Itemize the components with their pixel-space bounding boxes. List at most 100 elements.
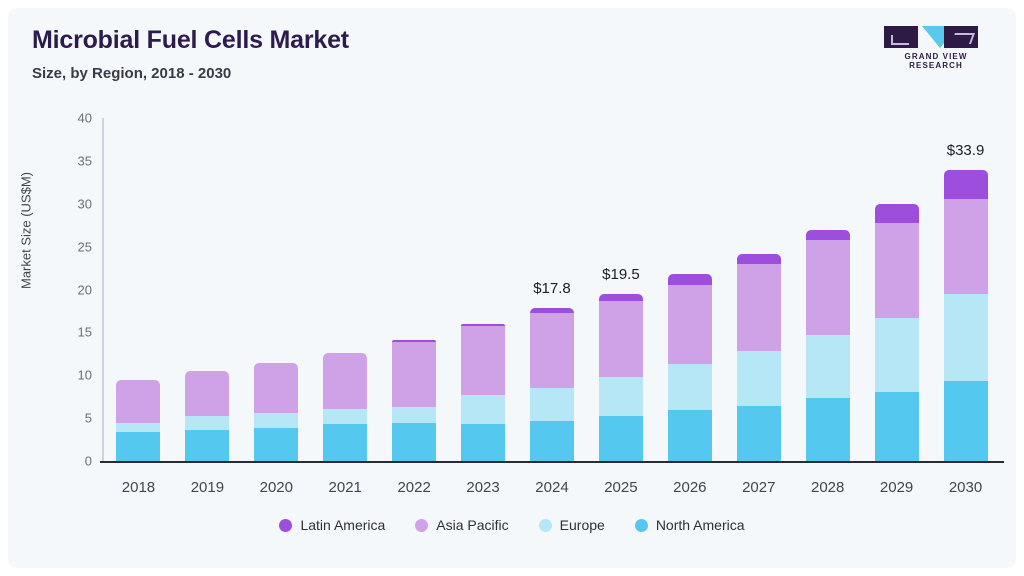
bar-segment-asia-pacific[interactable] [254,363,299,413]
bar-segment-north-america[interactable] [185,430,230,461]
x-axis-tick-label: 2027 [742,479,776,496]
bar-group[interactable] [874,8,919,461]
legend-item-europe[interactable]: Europe [538,517,605,533]
x-axis-tick-label: 2021 [328,479,362,496]
bar-segment-asia-pacific[interactable] [323,352,368,409]
bar-group[interactable] [116,8,161,461]
legend-swatch-icon [415,518,429,532]
x-axis-tick-label: 2026 [673,479,707,496]
bar-segment-latin-america[interactable] [943,170,988,200]
legend-swatch-icon [279,518,293,532]
bar-segment-north-america[interactable] [736,406,781,461]
x-axis-tick-label: 2020 [259,479,293,496]
bar-segment-latin-america[interactable] [598,293,643,301]
bar-segment-europe[interactable] [392,407,437,424]
bar-segment-north-america[interactable] [461,424,506,461]
x-axis-tick-label: 2019 [190,479,225,496]
bar-segment-latin-america[interactable] [736,253,781,264]
bar-segment-asia-pacific[interactable] [943,199,988,294]
x-axis-tick-label: 2028 [810,479,845,496]
bar-segment-latin-america[interactable] [461,323,506,326]
y-axis-tick-label: 20 [77,282,92,297]
bar-segment-north-america[interactable] [323,424,368,461]
bar-segment-asia-pacific[interactable] [116,379,161,424]
bar-segment-europe[interactable] [530,388,574,421]
page-subtitle: Size, by Region, 2018 - 2030 [32,65,232,82]
y-axis-tick-label: 15 [77,324,92,340]
bar-segment-europe[interactable] [736,351,781,407]
bar-segment-north-america[interactable] [530,420,574,461]
chart-card: Microbial Fuel Cells Market Size, by Reg… [8,8,1016,568]
y-axis-tick-label: 25 [77,239,92,255]
bar-group[interactable] [667,8,712,461]
bar-segment-europe[interactable] [185,416,230,431]
bar-segment-europe[interactable] [461,395,506,425]
x-axis-line [100,461,1004,463]
legend-item-latin-america[interactable]: Latin America [279,517,385,533]
x-axis-tick-label: 2025 [604,479,638,496]
legend-label: Europe [559,517,605,533]
bar-segment-europe[interactable] [598,376,643,416]
logo-letter-r-icon [944,26,978,48]
y-axis-tick-label: 40 [77,110,92,126]
bar-group[interactable] [805,8,850,461]
bar-segment-north-america[interactable] [598,415,643,461]
bar-group[interactable] [185,8,230,461]
bar-segment-north-america[interactable] [667,410,712,461]
legend-label: North America [655,517,745,533]
bar-segment-north-america[interactable] [874,391,919,461]
y-axis-tick-label: 30 [77,196,92,212]
bar-segment-north-america[interactable] [392,423,437,461]
bar-segment-north-america[interactable] [116,431,161,461]
bar-data-label: $19.5 [602,265,640,283]
bar-segment-asia-pacific[interactable] [530,312,574,389]
legend-swatch-icon [634,518,648,532]
bar-segment-europe[interactable] [116,423,161,432]
page-title: Microbial Fuel Cells Market [32,26,349,54]
y-axis-tick-label: 35 [77,153,92,169]
y-axis-line [102,118,104,461]
bar-segment-asia-pacific[interactable] [461,325,506,395]
bar-segment-europe[interactable] [943,293,988,382]
x-axis-tick-label: 2023 [466,479,500,496]
x-axis-tick-label: 2030 [948,479,983,496]
y-axis-tick-label: 5 [84,410,92,426]
legend-item-asia-pacific[interactable]: Asia Pacific [415,517,509,533]
bar-group[interactable] [461,8,506,461]
bar-group[interactable] [392,8,437,461]
bar-segment-europe[interactable] [323,408,368,425]
bar-segment-latin-america[interactable] [530,308,574,313]
bar-segment-asia-pacific[interactable] [598,300,643,377]
bar-group[interactable] [530,8,574,461]
bar-segment-asia-pacific[interactable] [185,370,230,417]
chart-legend: Latin America Asia Pacific Europe North Ame… [8,517,1016,533]
bar-segment-north-america[interactable] [254,427,299,461]
bar-segment-north-america[interactable] [805,398,850,461]
bar-group[interactable] [598,8,643,461]
x-axis-tick-label: 2022 [397,479,431,496]
legend-item-north-america[interactable]: North America [634,517,745,533]
bar-segment-latin-america[interactable] [392,340,437,342]
bar-segment-asia-pacific[interactable] [805,239,850,335]
bar-segment-north-america[interactable] [943,381,988,461]
x-axis-tick-label: 2024 [535,479,569,496]
bar-segment-asia-pacific[interactable] [874,222,919,318]
bar-group[interactable] [736,8,781,461]
grand-view-research-logo: GRAND VIEW RESEARCH [876,26,996,70]
bar-data-label: $17.8 [533,280,571,298]
bar-group[interactable] [943,8,988,461]
bar-segment-europe[interactable] [874,317,919,392]
bar-segment-latin-america[interactable] [805,230,850,240]
bar-segment-asia-pacific[interactable] [667,285,712,365]
bar-segment-asia-pacific[interactable] [736,263,781,352]
stacked-bar-chart: Market Size (US$M) 0 5 10 15 20 25 30 35 40 2018… [8,8,1016,568]
bar-segment-latin-america[interactable] [874,203,919,223]
bar-segment-latin-america[interactable] [667,274,712,286]
bar-segment-europe[interactable] [254,413,299,428]
y-axis-tick-label: 0 [84,453,92,469]
bar-segment-europe[interactable] [667,364,712,411]
bar-group[interactable] [323,8,368,461]
bar-segment-europe[interactable] [805,334,850,399]
bar-segment-asia-pacific[interactable] [392,341,437,407]
bar-group[interactable] [254,8,299,461]
